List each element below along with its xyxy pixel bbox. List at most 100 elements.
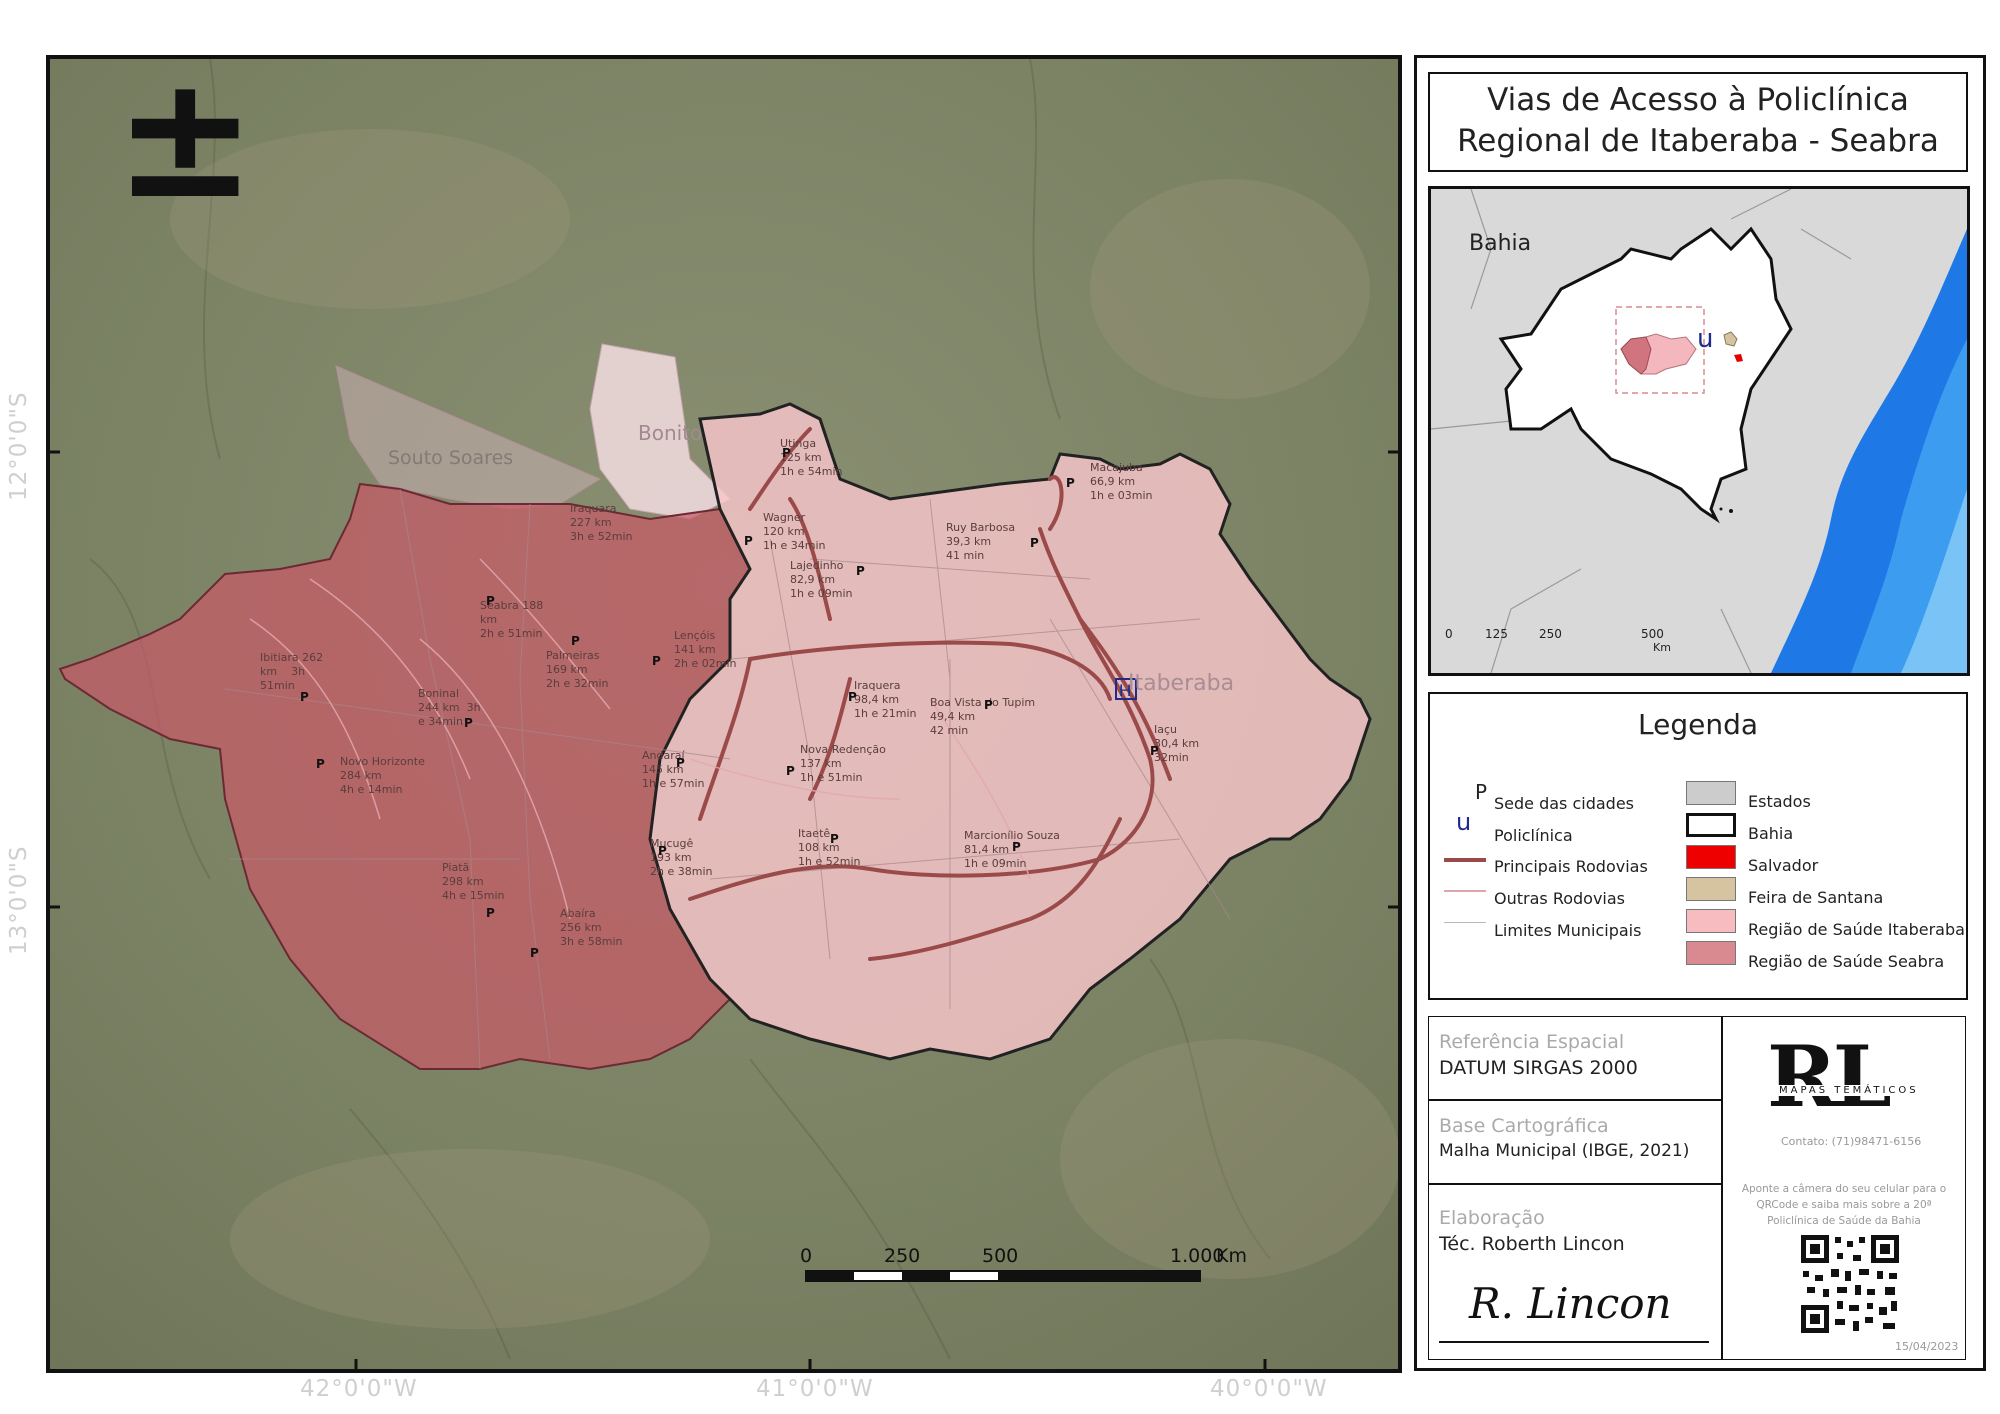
legend-label-sede: Sede das cidades [1494, 794, 1635, 813]
city-marker: P [1066, 476, 1075, 490]
label-novo-horizonte: Novo Horizonte 284 km 4h e 14min [340, 755, 425, 796]
city-marker: P [1150, 744, 1159, 758]
municipal-limit-swatch [1444, 922, 1486, 923]
label-marcionilio: Marcionílio Souza 81,4 km 1h e 09min [964, 829, 1060, 870]
legend-label-policlinica: Policlínica [1494, 826, 1573, 845]
legend-label-salvador: Salvador [1748, 856, 1819, 875]
ref-val: DATUM SIRGAS 2000 [1439, 1057, 1638, 1079]
policlinic-icon: u [1456, 808, 1472, 836]
swatch-estados [1686, 781, 1736, 805]
base-val: Malha Municipal (IBGE, 2021) [1439, 1141, 1690, 1161]
title-line-1: Vias de Acesso à Policlínica [1487, 82, 1909, 118]
qr-text: Aponte a câmera do seu celular para o QR… [1741, 1183, 1947, 1227]
legend-label-bahia: Bahia [1748, 824, 1794, 843]
brand-contact: Contato: (71)98471-6156 [1781, 1135, 1922, 1148]
label-ruy-barbosa: Ruy Barbosa 39,3 km 41 min [946, 521, 1016, 562]
inset-scale-500: 500 [1641, 627, 1664, 641]
north-arrow-icon: ± [114, 55, 257, 237]
label-souto-soares: Souto Soares [388, 447, 514, 469]
legend-label-itaberaba: Região de Saúde Itaberaba [1748, 920, 1965, 939]
city-marker: P [486, 906, 495, 920]
main-map[interactable]: H ± Souto Soares Bonito Itaberaba Utinga… [46, 55, 1402, 1373]
base-head: Base Cartográfica [1439, 1115, 1609, 1137]
inset-canvas [1431, 189, 1967, 673]
map-title: Vias de Acesso à Policlínica Regional de… [1428, 72, 1968, 172]
qr-code-icon[interactable] [1801, 1235, 1899, 1333]
inset-policlinic-icon: u [1697, 324, 1714, 354]
legend-label-limites: Limites Municipais [1494, 921, 1642, 940]
info-divider-3 [1439, 1341, 1709, 1343]
policlinic-marker [1115, 678, 1137, 700]
city-marker: P [530, 946, 539, 960]
info-divider-v [1721, 1017, 1723, 1359]
lat-12: 12°0'0"S [6, 391, 32, 501]
label-lencois: Lençóis 141 km 2h e 02min [674, 629, 737, 670]
inset-bahia-label: Bahia [1469, 231, 1532, 256]
city-marker: P [658, 844, 667, 858]
inset-scale-0: 0 [1445, 627, 1453, 641]
city-marker: P [652, 654, 661, 668]
scale-label-250: 250 [884, 1245, 921, 1267]
label-boa-vista: Boa Vista do Tupim 49,4 km 42 min [930, 696, 1036, 737]
itaberaba-region [648, 402, 1372, 1061]
city-marker: P [486, 594, 495, 608]
city-marker: P [830, 832, 839, 846]
scale-bar [805, 1270, 1201, 1282]
label-boninal: Boninal 244 km 3h e 34min [418, 687, 481, 728]
city-marker: P [848, 690, 857, 704]
city-marker: P [744, 534, 753, 548]
label-iacu: Iaçu 30,4 km 32min [1154, 723, 1200, 764]
legend-label-seabra: Região de Saúde Seabra [1748, 952, 1945, 971]
info-block: Referência Espacial DATUM SIRGAS 2000 Ba… [1428, 1016, 1966, 1360]
swatch-salvador [1686, 845, 1736, 869]
scale-label-500: 500 [982, 1245, 1019, 1267]
label-wagner: Wagner 120 km 1h e 34min [763, 511, 826, 552]
scale-label-1000: 1.000 [1170, 1245, 1225, 1267]
legend-label-outras: Outras Rodovias [1494, 889, 1625, 908]
lat-13: 13°0'0"S [6, 845, 32, 955]
lon-42: 42°0'0"W [300, 1376, 418, 1402]
city-marker: P [464, 716, 473, 730]
map-canvas: H [50, 59, 1398, 1369]
label-nova-redencao: Nova Redenção 137 km 1h e 51min [800, 743, 886, 784]
city-marker: P [786, 764, 795, 778]
inset-scale-125: 125 [1485, 627, 1508, 641]
label-piata: Piatã 298 km 4h e 15min [442, 861, 505, 902]
label-itaete: Itaetê 108 km 1h e 52min [798, 827, 861, 868]
city-marker: P [984, 698, 993, 712]
legend-label-feira: Feira de Santana [1748, 888, 1884, 907]
info-divider-2 [1429, 1183, 1721, 1185]
brand-logo: RL [1767, 1027, 1892, 1126]
inset-map[interactable]: Bahia u 0 125 250 500 Km [1428, 186, 1970, 676]
label-ibitiara: Ibitiara 262 km 3h 51min [260, 651, 324, 692]
title-line-2: Regional de Itaberaba - Seabra [1457, 123, 1939, 159]
map-date: 15/04/2023 [1895, 1340, 1959, 1353]
label-abaira: Abaíra 256 km 3h e 58min [560, 907, 623, 948]
secondary-road-swatch [1444, 890, 1486, 892]
svg-text:H: H [1119, 681, 1131, 700]
label-seabra: Seabra 188 km 2h e 51min [480, 599, 544, 640]
label-utinga: Utinga 125 km 1h e 54min [780, 437, 843, 478]
swatch-bahia [1686, 813, 1736, 837]
info-divider-1 [1429, 1099, 1721, 1101]
city-seat-icon: P [1475, 780, 1488, 804]
label-piriquera: Iraquera 98,4 km 1h e 21min [854, 679, 917, 720]
label-macajuba: Macajuba 66,9 km 1h e 03min [1090, 461, 1153, 502]
elab-val: Téc. Roberth Lincon [1439, 1233, 1625, 1255]
label-itaberaba: Itaberaba [1128, 671, 1235, 696]
label-iraquara: Iraquara 227 km 3h e 52min [570, 502, 633, 543]
signature: R. Lincon [1469, 1279, 1672, 1328]
legend: Legenda P Sede das cidades u Policlínica… [1428, 692, 1968, 1000]
city-marker: P [676, 756, 685, 770]
city-marker: P [782, 446, 791, 460]
scale-label-0: 0 [800, 1245, 813, 1267]
city-marker: P [1012, 840, 1021, 854]
scale-unit: Km [1216, 1245, 1247, 1267]
label-lajedinho: Lajedinho 82,9 km 1h e 09min [790, 559, 853, 600]
inset-scale-250: 250 [1539, 627, 1562, 641]
label-mucuge: Mucugê 193 km 2h e 38min [650, 837, 713, 878]
brand-tagline: MAPAS TEMÁTICOS [1777, 1085, 1921, 1096]
inset-scale-unit: Km [1653, 641, 1671, 654]
legend-label-principais: Principais Rodovias [1494, 857, 1648, 876]
elab-head: Elaboração [1439, 1207, 1545, 1229]
